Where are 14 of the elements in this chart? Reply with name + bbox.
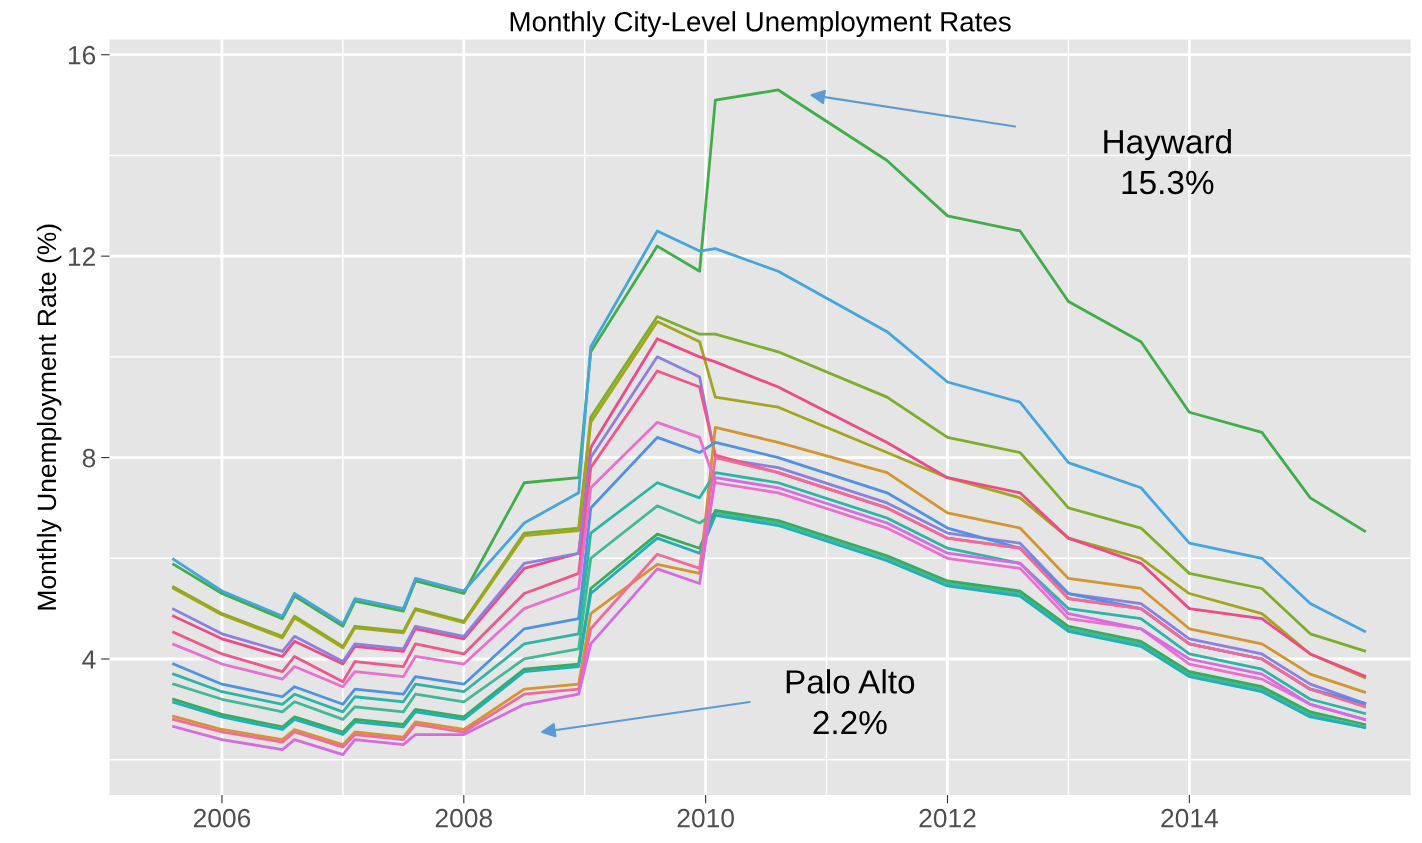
y-tick-label: 4 — [82, 650, 96, 669]
chart-title: Monthly City-Level Unemployment Rates — [510, 11, 1011, 38]
line-series — [172, 229, 1367, 633]
x-tick-label: 2014 — [1161, 808, 1218, 828]
x-tick-label: 2008 — [435, 808, 493, 828]
y-axis-title: Monthly Unemployment Rate (%) — [36, 224, 62, 610]
x-tick-label: 2012 — [919, 808, 976, 828]
annotation: Palo Alto 2.2% — [786, 669, 915, 735]
y-tick-label: 8 — [82, 448, 96, 468]
y-tick-label: 12 — [68, 247, 95, 266]
x-tick-label: 2006 — [193, 808, 251, 828]
x-tick-label: 2010 — [677, 808, 734, 828]
y-tick-label: 16 — [68, 45, 96, 65]
annotation: Hayward 15.3% — [1104, 129, 1231, 195]
